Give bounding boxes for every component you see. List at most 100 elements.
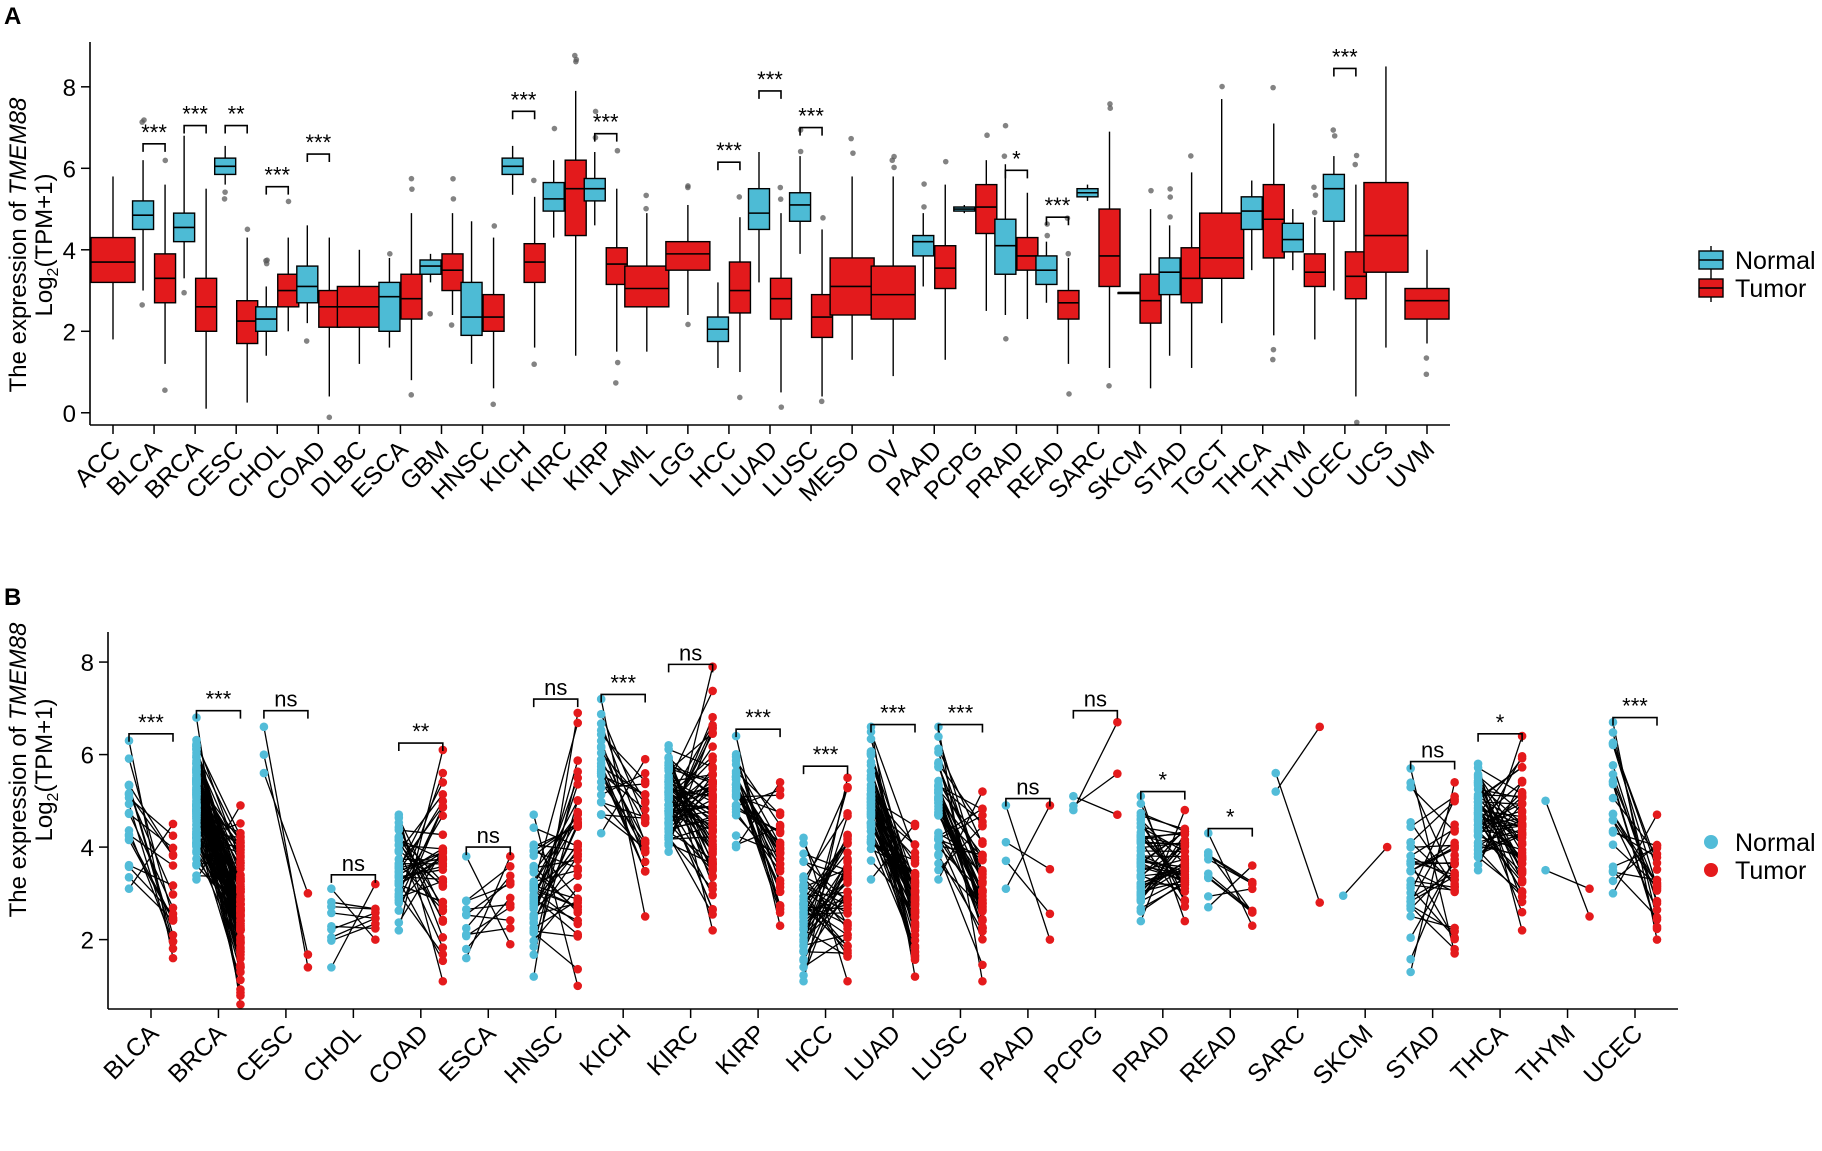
a-brca-tumor-box <box>194 188 218 409</box>
a-blca-normal-box-outlier <box>139 302 145 308</box>
b-sarc-normal-point <box>1271 787 1281 796</box>
b-hnsc-tumor-point <box>573 846 583 855</box>
a-laml-tumor-box <box>624 192 670 352</box>
b-ucec-pair-line <box>1612 743 1658 864</box>
b-coad-normal-point <box>394 867 404 877</box>
b-lusc-tumor-point <box>978 787 987 796</box>
b-kich-normal-point <box>596 719 606 728</box>
b-kich-pair-line <box>601 783 646 789</box>
a-brca-normal-box <box>172 135 196 296</box>
a-kirp-normal-box-box <box>583 177 606 202</box>
a-coad-normal-box-outlier <box>303 338 310 344</box>
b-kirc-pair-line <box>668 822 714 872</box>
b-thca-pair-line <box>1477 856 1523 893</box>
b-stad-pair-line <box>1410 875 1455 902</box>
b-lusc-pairs <box>934 722 987 986</box>
b-kirp-tumor-point <box>775 848 785 858</box>
a-thym-tumor-box-outlier <box>1311 184 1317 191</box>
b-ucec-normal-point <box>1608 760 1618 770</box>
b-kirp-normal-point <box>731 810 741 820</box>
b-kirc-tumor-point <box>708 686 717 696</box>
a-sarc-tumor-box-outlier <box>1107 105 1114 111</box>
b-skcm-tumor-point <box>1382 842 1392 852</box>
b-kirc-pair-line <box>668 732 714 772</box>
b-lusc-tumor-point <box>978 976 987 986</box>
b-coad-tumor-point <box>438 862 448 871</box>
b-stad-pair-line <box>1410 786 1456 832</box>
b-stad-tumor-point <box>1450 778 1459 787</box>
b-kirp-pair-line <box>735 754 781 907</box>
b-kirc-tumor-point <box>708 827 717 836</box>
b-kirc-tumor-point <box>708 755 717 765</box>
a-pcpg-normal-box <box>953 204 976 214</box>
b-coad-tumor-point <box>438 875 448 884</box>
b-lusc-pair-line <box>937 766 984 871</box>
a-skcm-normal-box <box>1117 291 1140 295</box>
b-brca-tumor-point <box>236 945 245 954</box>
a-lgg-tumor-box <box>665 183 711 328</box>
b-ucec-normal-point <box>1608 779 1618 789</box>
b-thca-pair-line <box>1477 797 1523 843</box>
b-ucec-tumor-point <box>1652 898 1662 908</box>
b-lusc-pair-line <box>937 748 984 844</box>
a-kirc-tumor-box-outlier <box>572 52 578 59</box>
b-pcpg-pair-line <box>1072 721 1118 811</box>
b-hnsc-pair-line <box>533 865 579 914</box>
b-coad-tumor-point <box>438 905 448 915</box>
b-brca-tumor-point <box>236 991 245 1000</box>
a-y-tick-label-4: 4 <box>63 238 76 265</box>
b-kirp-significance-label: *** <box>745 705 771 730</box>
b-thca-tumor-point <box>1517 762 1527 772</box>
b-lusc-tumor-point <box>978 960 987 970</box>
b-luad-pair-line <box>870 836 916 923</box>
b-brca-tumor-point <box>236 848 245 858</box>
b-prad-tumor-point <box>1180 880 1190 890</box>
b-luad-tumor-point <box>910 906 920 915</box>
b-kirc-pair-line <box>668 762 714 795</box>
b-blca-normal-point <box>124 799 134 809</box>
a-legend-label-normal: Normal <box>1735 247 1816 275</box>
b-blca-tumor-point <box>168 819 178 829</box>
a-brca-significance-label: *** <box>182 102 208 127</box>
a-chol-normal-box <box>255 257 278 356</box>
b-sarc-tumor-point <box>1315 722 1325 732</box>
b-hcc-tumor-point <box>843 918 852 928</box>
b-kich-pair-line <box>600 801 646 818</box>
b-lusc-normal-point <box>934 859 943 868</box>
b-kirc-pair-line <box>668 789 714 829</box>
b-stad-pair-line <box>1410 887 1456 939</box>
b-hnsc-tumor-point <box>573 796 583 806</box>
b-hnsc-tumor-point <box>573 981 583 991</box>
b-sarc-tumor-point <box>1315 898 1325 907</box>
b-stad-normal-point <box>1406 782 1415 792</box>
b-coad-tumor-point <box>438 796 448 806</box>
b-hnsc-tumor-point <box>573 866 583 875</box>
b-blca-tumor-point <box>168 944 178 953</box>
a-y-tick-label-2: 2 <box>63 319 76 346</box>
b-blca-pairs <box>124 736 178 963</box>
b-ucec-pair-line <box>1612 870 1658 918</box>
a-lusc-tumor-box-box <box>810 293 834 339</box>
b-ucec-normal-point <box>1608 793 1618 803</box>
b-luad-pair-line <box>870 808 916 900</box>
b-prad-normal-point <box>1136 873 1146 882</box>
b-hcc-pair-line <box>802 866 849 961</box>
b-brca-pair-line <box>195 744 242 837</box>
b-legend-label-tumor: Tumor <box>1735 857 1806 885</box>
b-luad-tumor-point <box>910 869 920 879</box>
a-lusc-normal-box-outlier <box>797 148 804 155</box>
b-hcc-normal-point <box>799 923 808 933</box>
b-kich-tumor-point <box>640 847 650 856</box>
b-brca-tumor-point <box>236 916 245 926</box>
b-blca-tumor-point <box>168 843 178 853</box>
b-kirc-pair-line <box>668 810 714 896</box>
b-brca-tumor-point <box>236 819 245 828</box>
b-hnsc-tumor-point <box>573 767 583 776</box>
b-lusc-significance-bracket <box>937 723 984 733</box>
b-thca-tumor-point <box>1517 897 1527 907</box>
b-hcc-tumor-point <box>843 866 852 875</box>
a-blca-tumor-box <box>153 157 177 393</box>
b-thca-pair-line <box>1477 820 1523 881</box>
b-kich-pair-line <box>600 713 646 820</box>
b-hcc-normal-point <box>799 856 808 866</box>
